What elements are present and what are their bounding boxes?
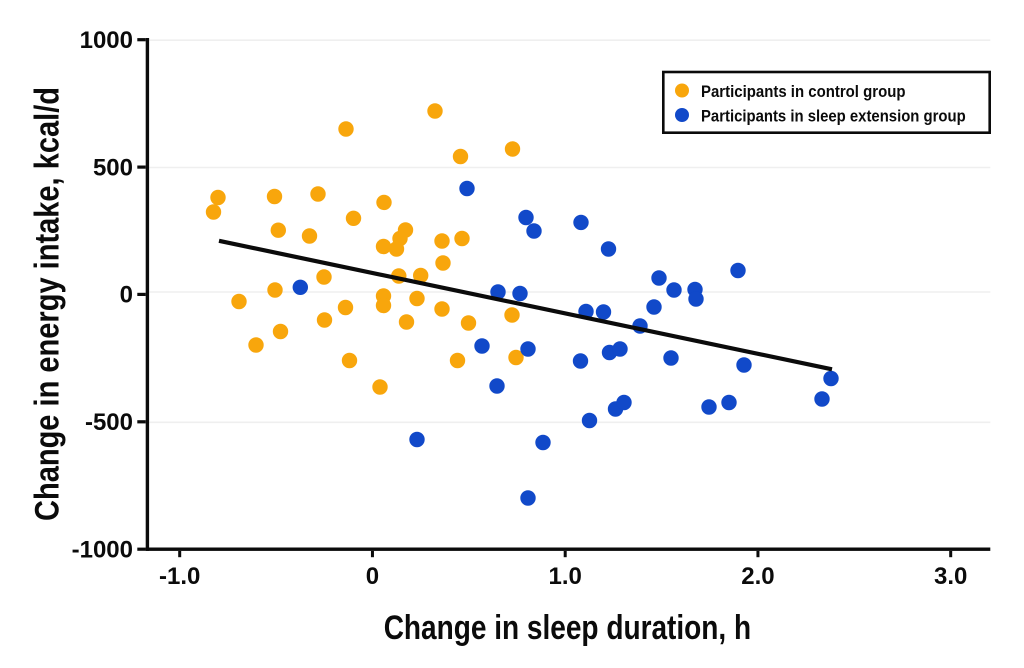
svg-text:-500: -500 [85,409,133,436]
svg-text:Change in sleep duration, h: Change in sleep duration, h [384,609,751,647]
svg-text:-1.0: -1.0 [159,563,200,590]
svg-text:2.0: 2.0 [741,563,774,590]
svg-text:3.0: 3.0 [934,563,967,590]
svg-text:-1000: -1000 [72,536,133,563]
svg-text:500: 500 [93,154,133,181]
svg-text:Participants in control group: Participants in control group [701,83,906,101]
svg-text:0: 0 [366,563,379,590]
svg-text:Change in energy intake, kcal/: Change in energy intake, kcal/d [29,87,67,521]
svg-text:1000: 1000 [80,27,133,54]
svg-text:0: 0 [120,282,133,309]
svg-text:1.0: 1.0 [549,563,582,590]
svg-text:Participants in sleep extensio: Participants in sleep extension group [701,107,966,125]
